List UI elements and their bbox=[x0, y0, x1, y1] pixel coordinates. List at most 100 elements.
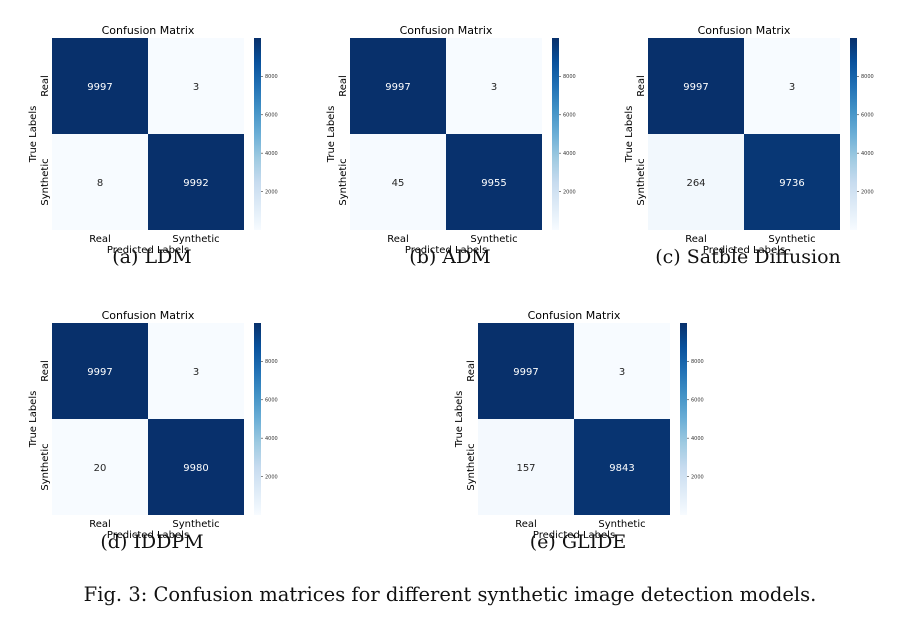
heatmap-cell-1-0 bbox=[52, 419, 148, 515]
x-axis-label: Predicted Labels bbox=[533, 530, 615, 541]
cell-value-0-0: 9997 bbox=[683, 82, 708, 93]
cell-value-1-1: 9992 bbox=[183, 178, 208, 189]
heatmap-cell-0-1 bbox=[148, 38, 244, 134]
colorbar-tick-label: 4000 bbox=[265, 151, 278, 157]
y-axis-label: True Labels bbox=[28, 106, 39, 164]
x-tick-label: Real bbox=[515, 519, 537, 530]
colorbar-tick-label: 2000 bbox=[861, 189, 874, 195]
colorbar-tick-label: 4000 bbox=[563, 151, 576, 157]
caption-iddpm: (d) IDDPM bbox=[100, 531, 204, 553]
y-tick-label: Synthetic bbox=[636, 158, 647, 205]
cell-value-1-0: 157 bbox=[516, 463, 535, 474]
chart-title: Confusion Matrix bbox=[698, 24, 791, 37]
heatmap-cell-1-1 bbox=[744, 134, 840, 230]
heatmap-cell-0-0 bbox=[52, 38, 148, 134]
caption-adm: (b) ADM bbox=[409, 246, 491, 268]
cell-value-0-0: 9997 bbox=[87, 367, 112, 378]
cell-value-1-1: 9736 bbox=[779, 178, 804, 189]
colorbar-tick-label: 2000 bbox=[265, 474, 278, 480]
y-tick-label: Synthetic bbox=[466, 443, 477, 490]
heatmap-cell-1-0 bbox=[648, 134, 744, 230]
y-tick-label: Real bbox=[636, 75, 647, 97]
x-tick-label: Synthetic bbox=[598, 519, 645, 530]
confusion-matrix-adm: Confusion Matrix 9997 3 45 9955 Real Synthetic… bbox=[326, 24, 576, 256]
cell-value-1-0: 264 bbox=[686, 178, 705, 189]
panel-sd: Confusion Matrix 9997 3 264 9736 Real Syntheti… bbox=[616, 22, 874, 256]
cell-value-1-0: 20 bbox=[94, 463, 107, 474]
heatmap-cell-0-0 bbox=[648, 38, 744, 134]
colorbar-tick-label: 6000 bbox=[265, 398, 278, 404]
cell-value-0-1: 3 bbox=[193, 82, 199, 93]
heatmap-cell-1-1 bbox=[446, 134, 542, 230]
x-tick-label: Synthetic bbox=[470, 234, 517, 245]
panel-glide: Confusion Matrix 9997 3 157 9843 Real Syntheti… bbox=[446, 307, 704, 541]
heatmap-cell-1-0 bbox=[350, 134, 446, 230]
caption-ldm: (a) LDM bbox=[112, 246, 192, 268]
colorbar-tick-label: 8000 bbox=[265, 359, 278, 365]
heatmap-cell-0-1 bbox=[148, 323, 244, 419]
colorbar bbox=[254, 38, 261, 230]
heatmap-cell-1-1 bbox=[148, 419, 244, 515]
y-tick-label: Synthetic bbox=[40, 158, 51, 205]
heatmap-cell-0-1 bbox=[446, 38, 542, 134]
colorbar-tick-label: 6000 bbox=[691, 398, 704, 404]
heatmap-cell-0-0 bbox=[52, 323, 148, 419]
x-tick-label: Real bbox=[387, 234, 409, 245]
y-tick-label: Synthetic bbox=[40, 443, 51, 490]
heatmap-cell-0-0 bbox=[350, 38, 446, 134]
x-tick-label: Real bbox=[89, 519, 111, 530]
chart-title: Confusion Matrix bbox=[400, 24, 493, 37]
x-axis-label: Predicted Labels bbox=[703, 245, 785, 256]
panel-ldm: Confusion Matrix 9997 3 8 9992 Real Synthetic P… bbox=[20, 22, 278, 256]
cell-value-1-0: 45 bbox=[392, 178, 405, 189]
colorbar-tick-label: 4000 bbox=[265, 436, 278, 442]
heatmap-cell-1-1 bbox=[574, 419, 670, 515]
cell-value-0-1: 3 bbox=[789, 82, 795, 93]
colorbar-tick-label: 8000 bbox=[265, 74, 278, 80]
caption-glide: (e) GLIDE bbox=[529, 531, 627, 553]
cell-value-1-1: 9980 bbox=[183, 463, 208, 474]
confusion-matrix-sd: Confusion Matrix 9997 3 264 9736 Real Syntheti… bbox=[624, 24, 874, 256]
x-tick-label: Real bbox=[89, 234, 111, 245]
x-tick-label: Synthetic bbox=[172, 519, 219, 530]
panel-adm: Confusion Matrix 9997 3 45 9955 Real Synthetic… bbox=[318, 22, 576, 256]
colorbar bbox=[680, 323, 687, 515]
y-tick-label: Real bbox=[40, 360, 51, 382]
heatmap-cell-1-0 bbox=[52, 134, 148, 230]
colorbar-tick-label: 4000 bbox=[861, 151, 874, 157]
x-axis-label: Predicted Labels bbox=[107, 245, 189, 256]
cell-value-0-0: 9997 bbox=[385, 82, 410, 93]
panel-iddpm: Confusion Matrix 9997 3 20 9980 Real Synthetic… bbox=[20, 307, 278, 541]
x-tick-label: Real bbox=[685, 234, 707, 245]
y-tick-label: Synthetic bbox=[338, 158, 349, 205]
figure-caption: Fig. 3: Confusion matrices for different… bbox=[83, 583, 817, 606]
confusion-matrix-glide: Confusion Matrix 9997 3 157 9843 Real Syntheti… bbox=[454, 309, 704, 541]
heatmap-cell-0-1 bbox=[574, 323, 670, 419]
colorbar-tick-label: 2000 bbox=[265, 189, 278, 195]
colorbar bbox=[850, 38, 857, 230]
colorbar bbox=[254, 323, 261, 515]
cell-value-0-1: 3 bbox=[491, 82, 497, 93]
y-axis-label: True Labels bbox=[624, 106, 635, 164]
cell-value-0-1: 3 bbox=[619, 367, 625, 378]
cell-value-1-1: 9955 bbox=[481, 178, 506, 189]
colorbar bbox=[552, 38, 559, 230]
chart-title: Confusion Matrix bbox=[102, 24, 195, 37]
y-axis-label: True Labels bbox=[454, 391, 465, 449]
x-axis-label: Predicted Labels bbox=[405, 245, 487, 256]
cell-value-1-0: 8 bbox=[97, 178, 103, 189]
colorbar-tick-label: 8000 bbox=[691, 359, 704, 365]
cell-value-0-1: 3 bbox=[193, 367, 199, 378]
cell-value-1-1: 9843 bbox=[609, 463, 634, 474]
x-tick-label: Synthetic bbox=[172, 234, 219, 245]
colorbar-tick-label: 2000 bbox=[691, 474, 704, 480]
heatmap-cell-1-1 bbox=[148, 134, 244, 230]
heatmap-cell-0-1 bbox=[744, 38, 840, 134]
chart-title: Confusion Matrix bbox=[528, 309, 621, 322]
heatmap-cell-1-0 bbox=[478, 419, 574, 515]
x-axis-label: Predicted Labels bbox=[107, 530, 189, 541]
colorbar-tick-label: 4000 bbox=[691, 436, 704, 442]
caption-sd: (c) Satble Diffusion bbox=[655, 246, 841, 268]
cell-value-0-0: 9997 bbox=[87, 82, 112, 93]
